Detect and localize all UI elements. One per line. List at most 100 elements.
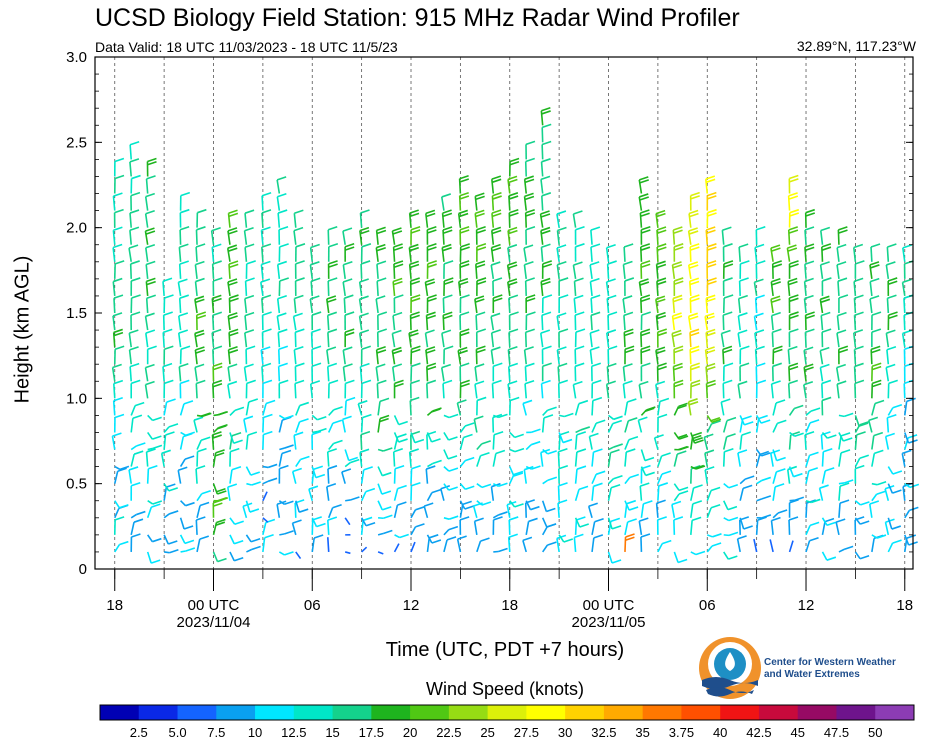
wind-barb: [871, 379, 882, 399]
wind-barb: [391, 346, 403, 365]
wind-barb: [344, 449, 359, 462]
wind-barb: [476, 396, 487, 416]
wind-barb: [591, 470, 606, 484]
wind-barb: [640, 449, 655, 462]
wind-barb: [245, 466, 261, 476]
wind-barb: [804, 311, 815, 331]
wind-barb: [656, 328, 668, 348]
colorbar-swatch: [448, 705, 489, 720]
wind-barb: [163, 510, 179, 519]
wind-barb: [673, 379, 684, 399]
wind-barb: [261, 362, 272, 382]
wind-barb: [443, 449, 458, 460]
wind-barb: [788, 311, 799, 331]
wind-barb: [291, 467, 302, 484]
wind-barb: [195, 243, 206, 262]
wind-barb: [754, 243, 765, 262]
wind-barb: [393, 260, 404, 279]
wind-barb: [229, 534, 244, 545]
wind-barb: [358, 312, 369, 331]
wind-barb: [755, 379, 767, 399]
wind-barb: [410, 506, 425, 519]
wind-barb: [178, 362, 189, 382]
wind-barb: [523, 260, 534, 279]
wind-barb: [506, 261, 518, 279]
wind-barb: [327, 362, 338, 382]
colorbar-label: 35: [635, 725, 649, 740]
wind-barb: [837, 277, 848, 296]
colorbar-swatch: [100, 705, 140, 720]
wind-barb: [640, 294, 651, 314]
wind-barb: [162, 362, 173, 382]
wind-barb: [359, 448, 370, 467]
wind-barb: [656, 243, 667, 262]
wind-barb: [163, 345, 174, 365]
wind-barb: [196, 208, 207, 228]
wind-barb: [607, 474, 623, 485]
wind-barb: [838, 432, 853, 442]
wind-barb: [377, 483, 392, 495]
wind-barb: [327, 465, 338, 484]
wind-barb: [311, 362, 322, 382]
wind-barb: [194, 346, 206, 365]
wind-barb: [886, 413, 897, 433]
wind-barb: [869, 277, 880, 297]
wind-barb: [820, 431, 831, 450]
wind-barb: [541, 517, 557, 528]
wind-barb: [295, 455, 310, 468]
wind-barb: [425, 346, 436, 365]
wind-barb: [623, 311, 634, 331]
wind-barb: [655, 260, 667, 279]
wind-barb: [657, 452, 671, 467]
wind-barb: [624, 500, 639, 511]
wind-barb: [755, 362, 766, 382]
wind-barb: [673, 490, 689, 502]
wind-barb: [476, 452, 490, 467]
wind-barb: [277, 345, 289, 365]
wind-barb: [853, 362, 864, 382]
wind-barb: [624, 518, 637, 536]
wind-barb: [572, 261, 583, 279]
wind-barb: [295, 551, 302, 560]
wind-barb: [245, 345, 256, 365]
wind-barb: [838, 545, 854, 553]
wind-barb: [541, 260, 553, 279]
wind-barb: [770, 380, 781, 399]
wind-barb: [227, 209, 239, 228]
wind-barb: [278, 500, 294, 506]
wind-barb: [640, 260, 651, 279]
wind-barb: [474, 295, 485, 314]
wind-barb: [607, 551, 622, 564]
wind-barb: [426, 260, 437, 279]
wind-barb: [754, 294, 765, 314]
wind-barb: [690, 484, 703, 501]
wind-barb: [327, 379, 339, 399]
wind-barb: [425, 465, 436, 484]
wind-barb: [276, 260, 288, 279]
wind-barb: [903, 397, 916, 416]
wind-barb: [704, 346, 716, 365]
wind-barb: [229, 432, 243, 445]
wind-barb: [179, 400, 194, 416]
wind-barb: [591, 396, 603, 416]
wind-barb: [424, 278, 436, 297]
wind-barb: [327, 277, 338, 296]
wind-barb: [294, 362, 305, 382]
wind-barb: [491, 379, 502, 399]
x-tick-label: 06: [304, 597, 321, 614]
wind-barb: [178, 260, 189, 279]
wind-barb: [293, 431, 304, 450]
wind-barb: [229, 447, 240, 467]
wind-barb: [639, 209, 650, 228]
wind-barb: [392, 448, 403, 467]
wind-barb: [163, 483, 176, 501]
wind-barb: [574, 465, 587, 484]
wind-barb: [557, 499, 568, 518]
wind-barb: [426, 243, 437, 262]
wind-barb: [720, 398, 731, 416]
y-axis-ticks: 0 0.5 1.0 1.5 2.0 2.5 3.0: [66, 49, 913, 578]
wind-barb: [278, 416, 292, 433]
wind-barb: [690, 516, 702, 535]
wind-barb: [821, 448, 833, 467]
wind-barb: [311, 534, 324, 553]
